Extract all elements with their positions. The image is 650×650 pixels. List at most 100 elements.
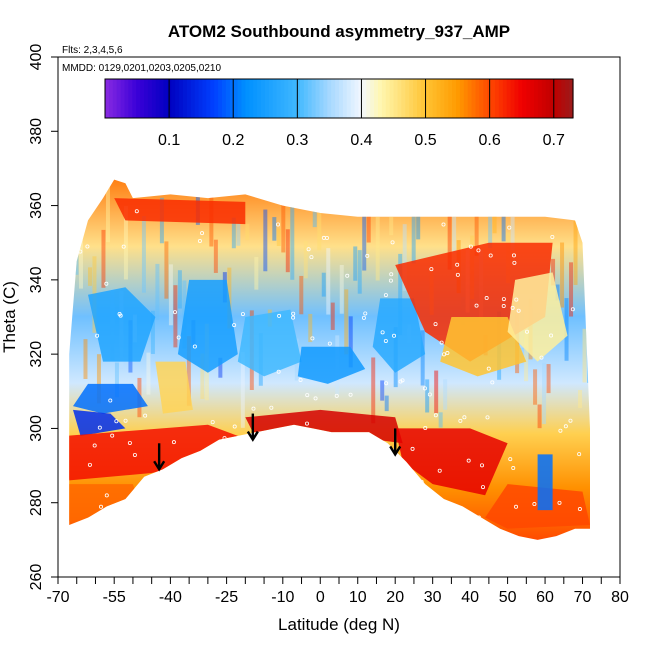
colorbar-cell — [253, 79, 258, 118]
x-tick-label: 50 — [499, 589, 517, 606]
field-stripe — [321, 272, 326, 297]
field-stripe — [87, 267, 92, 286]
data-point-markers — [71, 198, 582, 520]
colorbar-cell — [409, 79, 414, 118]
data-point-marker — [210, 420, 215, 425]
colorbar-cell — [350, 79, 356, 118]
x-tick-label: -55 — [103, 589, 126, 606]
field-stripe — [290, 205, 295, 280]
colorbar-cell — [198, 79, 204, 118]
field-stripe — [164, 241, 169, 299]
data-point-marker — [127, 440, 132, 445]
field-stripe — [537, 404, 542, 429]
data-point-marker — [172, 509, 177, 514]
field-stripe — [227, 267, 232, 329]
data-point-marker — [429, 267, 434, 272]
colorbar-cell — [339, 79, 344, 118]
colorbar-cell — [179, 79, 184, 118]
field-stripe — [317, 179, 322, 251]
data-point-marker — [501, 304, 506, 309]
colorbar-cell — [303, 79, 309, 118]
field-region — [507, 272, 568, 362]
data-point-marker — [563, 424, 568, 429]
data-point-marker — [309, 255, 314, 260]
field-stripe — [312, 179, 317, 228]
colorbar-tick-label: 0.5 — [414, 132, 436, 149]
colorbar-cell — [108, 79, 114, 118]
colorbar-cell — [370, 79, 375, 118]
colorbar-cell — [105, 79, 110, 118]
x-tick-label: 60 — [536, 589, 554, 606]
data-point-marker — [398, 379, 403, 384]
field-stripe — [78, 231, 83, 289]
data-point-marker — [437, 468, 442, 473]
colorbar-cell — [147, 79, 153, 118]
colorbar-cell — [444, 79, 449, 118]
field-stripe — [218, 357, 223, 378]
data-point-marker — [445, 351, 450, 356]
y-axis-label: Theta (C) — [0, 281, 19, 353]
colorbar-cell — [498, 79, 504, 118]
data-point-marker — [304, 421, 309, 426]
field-stripe — [240, 351, 245, 428]
colorbar-cell — [510, 79, 516, 118]
colorbar-cell — [194, 79, 200, 118]
data-point-marker — [367, 208, 372, 213]
colorbar-cell — [276, 79, 282, 118]
data-point-marker — [507, 225, 512, 230]
colorbar-cell — [389, 79, 395, 118]
field-region — [177, 279, 238, 373]
colorbar-cell — [413, 79, 418, 118]
field-stripe — [281, 179, 286, 253]
colorbar-cell — [440, 79, 445, 118]
colorbar-cell — [452, 79, 457, 118]
colorbar-cell — [448, 79, 453, 118]
data-point-marker — [134, 209, 139, 214]
x-axis-label: Latitude (deg N) — [278, 615, 400, 634]
colorbar-cell — [222, 79, 227, 118]
field-stripe — [263, 209, 268, 272]
data-point-marker — [433, 413, 438, 418]
colorbar-cell — [264, 79, 270, 118]
colorbar-cell — [288, 79, 293, 118]
data-point-marker — [97, 425, 102, 430]
field-region — [88, 287, 156, 362]
field-stripe — [177, 270, 182, 309]
x-tick-label: 80 — [611, 589, 629, 606]
field-stripe — [447, 203, 452, 270]
data-point-marker — [227, 510, 232, 515]
x-tick-label: -25 — [215, 589, 238, 606]
field-stripe — [560, 242, 565, 308]
field-stripe — [434, 370, 439, 414]
data-point-marker — [171, 440, 176, 445]
data-point-marker — [123, 418, 128, 423]
field-stripe — [555, 284, 560, 301]
colorbar-cell — [268, 79, 274, 118]
data-point-marker — [501, 297, 506, 302]
data-point-marker — [570, 307, 575, 312]
data-point-marker — [441, 352, 446, 357]
data-point-marker — [450, 212, 455, 217]
data-point-marker — [85, 244, 90, 249]
data-point-marker — [197, 238, 202, 243]
data-point-marker — [345, 273, 350, 278]
data-point-marker — [539, 355, 544, 360]
data-point-marker — [149, 501, 154, 506]
colorbar: 0.1 0.2 0.3 0.4 0.5 0.6 0.7 — [104, 78, 574, 149]
colorbar-cell — [186, 79, 192, 118]
chart-title: ATOM2 Southbound asymmetry_937_AMP — [168, 22, 510, 41]
field-region — [297, 346, 366, 384]
colorbar-cell — [151, 79, 157, 118]
field-stripe — [96, 354, 101, 404]
field-stripe — [141, 216, 146, 293]
data-point-marker — [528, 210, 533, 215]
data-point-marker — [476, 248, 481, 253]
colorbar-cell — [300, 79, 305, 118]
data-point-marker — [294, 511, 299, 516]
data-point-marker — [276, 369, 281, 374]
data-point-marker — [232, 323, 237, 328]
data-point-marker — [510, 305, 515, 310]
field-stripe — [438, 412, 443, 428]
colorbar-cell — [491, 79, 496, 118]
